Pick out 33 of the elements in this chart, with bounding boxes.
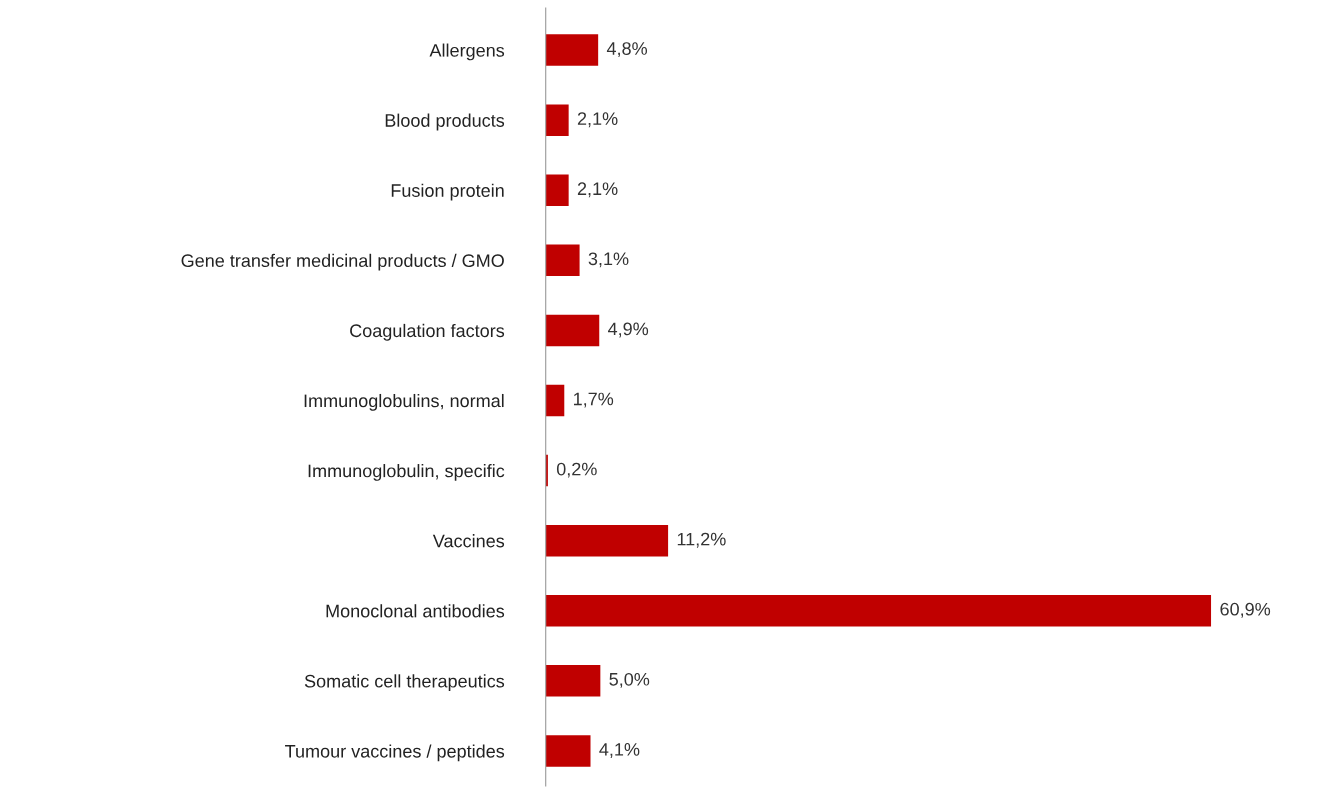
data-label: 4,1%	[599, 743, 640, 758]
y-tick-label: Tumour vaccines / peptides	[285, 744, 505, 762]
data-label: 2,1%	[577, 182, 618, 198]
y-tick-label: Immunoglobulins, normal	[304, 393, 504, 411]
bar	[545, 665, 601, 697]
y-tick-label: Vaccines	[432, 534, 505, 548]
data-label: 4,9%	[608, 322, 649, 338]
data-label: 1,7%	[574, 392, 614, 408]
data-label: 0,2%	[556, 462, 597, 478]
bar	[545, 244, 580, 277]
y-tick-label: Somatic cell therapeutics	[304, 674, 505, 692]
data-label: 4,8%	[606, 42, 648, 58]
bar	[545, 735, 591, 767]
data-label: 60,9%	[1220, 602, 1271, 618]
bar	[545, 174, 569, 207]
data-label: 11,2%	[677, 532, 726, 548]
data-label: 5,0%	[609, 672, 650, 688]
bar	[545, 34, 599, 66]
bar	[545, 454, 548, 487]
bar	[545, 314, 600, 347]
y-tick-label: Monoclonal antibodies	[326, 604, 505, 618]
y-tick-label: Blood products	[385, 113, 505, 131]
y-tick-label: Coagulation factors	[350, 323, 505, 341]
bar	[545, 594, 1212, 627]
bar	[545, 524, 669, 557]
bar	[545, 104, 569, 136]
data-label: 3,1%	[588, 252, 629, 268]
data-label: 2,1%	[577, 112, 618, 128]
y-tick-label: Immunoglobulin, specific	[308, 464, 505, 481]
bar	[545, 384, 565, 417]
y-tick-label: Fusion protein	[391, 183, 504, 201]
y-tick-label: Gene transfer medicinal products / GMO	[181, 253, 504, 271]
y-tick-label: Allergens	[429, 43, 505, 61]
